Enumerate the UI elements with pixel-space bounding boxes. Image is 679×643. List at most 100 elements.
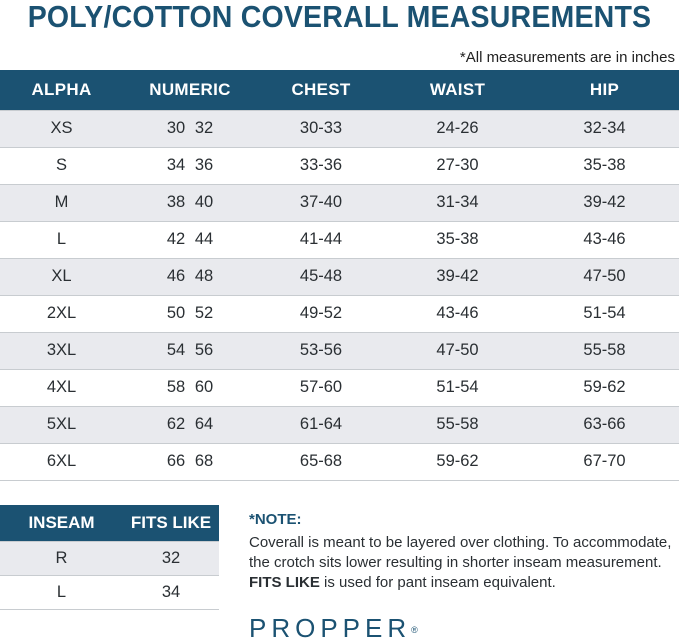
cell-alpha: 5XL: [0, 405, 123, 443]
cell-numeric: 62 64: [123, 405, 257, 443]
numeric-value: 58: [166, 378, 186, 396]
cell-alpha: 6XL: [0, 442, 123, 481]
numeric-value: 66: [166, 452, 186, 470]
cell-hip: 55-58: [530, 331, 679, 369]
header-numeric: NUMERIC: [123, 70, 257, 110]
table-row: 2XL 50 52 49-52 43-46 51-54: [0, 294, 679, 332]
cell-hip: 63-66: [530, 405, 679, 443]
note-heading: *NOTE:: [249, 511, 302, 528]
brand-logo: PROPPER®: [249, 614, 418, 642]
numeric-value: 60: [194, 378, 214, 396]
cell-chest: 65-68: [257, 442, 385, 481]
units-note: *All measurements are in inches: [459, 49, 675, 66]
table-row: XS 30 32 30-33 24-26 32-34: [0, 109, 679, 147]
cell-alpha: M: [0, 183, 123, 221]
numeric-value: 50: [166, 304, 186, 322]
cell-numeric: 38 40: [123, 183, 257, 221]
header-waist: WAIST: [385, 70, 530, 110]
note-block: *NOTE: Coverall is meant to be layered o…: [249, 511, 674, 593]
cell-waist: 24-26: [385, 109, 530, 147]
cell-hip: 35-38: [530, 146, 679, 184]
table-row: 5XL 62 64 61-64 55-58 63-66: [0, 405, 679, 443]
note-text: Coverall is meant to be layered over clo…: [249, 533, 674, 593]
cell-numeric: 42 44: [123, 220, 257, 258]
cell-inseam: L: [0, 574, 123, 610]
numeric-value: 52: [194, 304, 214, 322]
cell-alpha: 4XL: [0, 368, 123, 406]
note-text-after: is used for pant inseam equivalent.: [319, 574, 556, 591]
numeric-value: 32: [194, 119, 214, 137]
cell-waist: 39-42: [385, 257, 530, 295]
table-row: L 34: [0, 574, 219, 610]
numeric-value: 38: [166, 193, 186, 211]
numeric-value: 64: [194, 415, 214, 433]
cell-alpha: 2XL: [0, 294, 123, 332]
cell-chest: 53-56: [257, 331, 385, 369]
note-text-bold: FITS LIKE: [249, 574, 320, 591]
numeric-value: 56: [194, 341, 214, 359]
cell-numeric: 34 36: [123, 146, 257, 184]
numeric-value: 46: [166, 267, 186, 285]
cell-hip: 51-54: [530, 294, 679, 332]
cell-numeric: 58 60: [123, 368, 257, 406]
header-hip: HIP: [530, 70, 679, 110]
cell-alpha: L: [0, 220, 123, 258]
cell-waist: 27-30: [385, 146, 530, 184]
table-row: R 32: [0, 540, 219, 575]
cell-hip: 59-62: [530, 368, 679, 406]
measurements-header-row: ALPHA NUMERIC CHEST WAIST HIP: [0, 70, 679, 110]
cell-numeric: 66 68: [123, 442, 257, 481]
numeric-value: 68: [194, 452, 214, 470]
header-chest: CHEST: [257, 70, 385, 110]
cell-waist: 55-58: [385, 405, 530, 443]
cell-alpha: S: [0, 146, 123, 184]
cell-waist: 51-54: [385, 368, 530, 406]
numeric-value: 54: [166, 341, 186, 359]
header-fits-like: FITS LIKE: [123, 505, 219, 541]
registered-mark: ®: [411, 625, 418, 635]
numeric-value: 34: [166, 156, 186, 174]
header-inseam: INSEAM: [0, 505, 123, 541]
table-row: S 34 36 33-36 27-30 35-38: [0, 146, 679, 184]
cell-waist: 47-50: [385, 331, 530, 369]
cell-alpha: 3XL: [0, 331, 123, 369]
numeric-value: 48: [194, 267, 214, 285]
cell-chest: 61-64: [257, 405, 385, 443]
measurements-table: ALPHA NUMERIC CHEST WAIST HIP XS 30 32 30-3…: [0, 70, 679, 481]
numeric-value: 44: [194, 230, 214, 248]
cell-fits-like: 32: [123, 540, 219, 575]
table-row: 4XL 58 60 57-60 51-54 59-62: [0, 368, 679, 406]
inseam-header-row: INSEAM FITS LIKE: [0, 505, 219, 541]
numeric-value: 30: [166, 119, 186, 137]
numeric-value: 62: [166, 415, 186, 433]
cell-chest: 45-48: [257, 257, 385, 295]
brand-name: PROPPER: [249, 613, 412, 643]
cell-hip: 43-46: [530, 220, 679, 258]
table-row: L 42 44 41-44 35-38 43-46: [0, 220, 679, 258]
cell-chest: 37-40: [257, 183, 385, 221]
inseam-table: INSEAM FITS LIKE R 32 L 34: [0, 505, 219, 610]
cell-waist: 43-46: [385, 294, 530, 332]
cell-chest: 33-36: [257, 146, 385, 184]
table-row: XL 46 48 45-48 39-42 47-50: [0, 257, 679, 295]
cell-chest: 30-33: [257, 109, 385, 147]
cell-waist: 59-62: [385, 442, 530, 481]
cell-alpha: XS: [0, 109, 123, 147]
cell-numeric: 30 32: [123, 109, 257, 147]
cell-numeric: 46 48: [123, 257, 257, 295]
table-row: 6XL 66 68 65-68 59-62 67-70: [0, 442, 679, 481]
cell-chest: 41-44: [257, 220, 385, 258]
header-alpha: ALPHA: [0, 70, 123, 110]
cell-hip: 67-70: [530, 442, 679, 481]
cell-inseam: R: [0, 540, 123, 575]
cell-waist: 35-38: [385, 220, 530, 258]
numeric-value: 36: [194, 156, 214, 174]
numeric-value: 42: [166, 230, 186, 248]
numeric-value: 40: [194, 193, 214, 211]
cell-hip: 47-50: [530, 257, 679, 295]
cell-numeric: 50 52: [123, 294, 257, 332]
table-row: 3XL 54 56 53-56 47-50 55-58: [0, 331, 679, 369]
cell-hip: 39-42: [530, 183, 679, 221]
cell-alpha: XL: [0, 257, 123, 295]
cell-chest: 57-60: [257, 368, 385, 406]
